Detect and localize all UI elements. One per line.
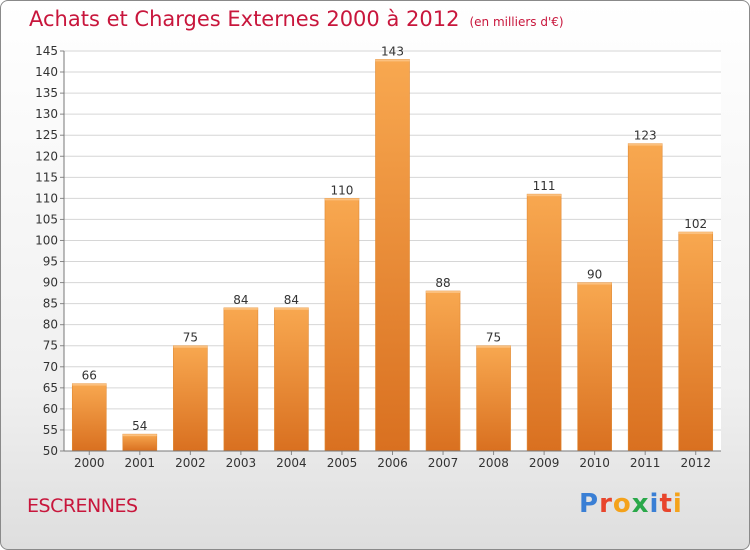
y-tick-label: 90 <box>43 276 58 290</box>
bar-value-label: 102 <box>684 217 707 231</box>
bar-value-label: 75 <box>183 331 198 345</box>
y-tick-label: 140 <box>35 65 58 79</box>
y-tick-label: 50 <box>43 444 58 458</box>
y-tick-label: 95 <box>43 255 58 269</box>
bar-highlight <box>122 434 157 437</box>
x-tick-label: 2007 <box>428 456 459 470</box>
bar <box>71 383 107 452</box>
bar-value-label: 143 <box>381 44 404 58</box>
proxiti-logo[interactable]: Proxiti <box>579 489 683 519</box>
bar-highlight <box>324 198 359 201</box>
y-tick-label: 75 <box>43 339 58 353</box>
x-tick-label: 2005 <box>327 456 358 470</box>
bar-highlight <box>274 307 309 310</box>
bar <box>476 345 511 452</box>
bar-value-label: 84 <box>233 293 248 307</box>
bar <box>526 193 562 452</box>
bar-highlight <box>72 383 107 386</box>
y-tick-label: 110 <box>35 191 58 205</box>
x-tick-label: 2006 <box>377 456 408 470</box>
y-tick-label: 135 <box>35 86 58 100</box>
bar-value-label: 88 <box>435 276 450 290</box>
bar-value-label: 66 <box>82 369 97 383</box>
x-tick-label: 2008 <box>478 456 509 470</box>
bar <box>577 282 612 452</box>
x-tick-label: 2010 <box>579 456 610 470</box>
chart-unit: (en milliers d'€) <box>469 15 564 29</box>
y-tick-label: 145 <box>35 44 58 58</box>
commune-name: ESCRENNES <box>27 495 138 517</box>
bar-value-label: 90 <box>587 268 602 282</box>
logo-letter: x <box>631 489 650 519</box>
bar-highlight <box>577 282 612 285</box>
logo-letter: o <box>612 489 632 519</box>
y-tick-label: 130 <box>35 107 58 121</box>
bar-highlight <box>223 307 258 310</box>
bar-highlight <box>476 345 511 348</box>
chart-title: Achats et Charges Externes 2000 à 2012 (e… <box>29 7 564 31</box>
y-tick-label: 100 <box>35 233 58 247</box>
y-tick-label: 120 <box>35 149 58 163</box>
bar-value-label: 123 <box>634 129 657 143</box>
x-tick-label: 2011 <box>630 456 661 470</box>
bar-highlight <box>628 143 663 146</box>
x-tick-label: 2009 <box>529 456 560 470</box>
bar-highlight <box>375 59 410 62</box>
logo-letter: P <box>579 489 600 519</box>
bar <box>274 307 309 452</box>
x-tick-label: 2000 <box>74 456 105 470</box>
bar <box>627 143 663 452</box>
logo-letter: r <box>599 489 613 519</box>
bar-value-label: 54 <box>132 419 147 433</box>
bar <box>375 59 410 452</box>
bar <box>425 290 461 452</box>
logo-letter: i <box>649 489 660 519</box>
x-tick-label: 2002 <box>175 456 206 470</box>
x-tick-label: 2012 <box>680 456 711 470</box>
bar-value-label: 111 <box>533 179 556 193</box>
x-tick-label: 2004 <box>276 456 307 470</box>
logo-letter: i <box>672 489 683 519</box>
bar <box>223 307 259 452</box>
bar-highlight <box>173 345 208 348</box>
bar-highlight <box>678 232 713 235</box>
y-tick-label: 85 <box>43 297 58 311</box>
y-tick-label: 105 <box>35 212 58 226</box>
bar-value-label: 110 <box>331 183 354 197</box>
x-tick-label: 2003 <box>226 456 257 470</box>
y-tick-label: 55 <box>43 423 58 437</box>
y-tick-label: 115 <box>35 170 58 184</box>
bar <box>122 433 158 452</box>
y-tick-label: 70 <box>43 360 58 374</box>
bars: 66 54 75 84 84 110 143 88 75 111 90 123 102 <box>71 44 714 452</box>
chart-title-text: Achats et Charges Externes 2000 à 2012 <box>29 7 460 31</box>
bar-value-label: 75 <box>486 331 501 345</box>
bar <box>678 231 714 452</box>
bar-value-label: 84 <box>284 293 299 307</box>
x-tick-label: 2001 <box>125 456 156 470</box>
y-tick-label: 125 <box>35 128 58 142</box>
y-tick-label: 80 <box>43 318 58 332</box>
logo-letter: t <box>659 489 673 519</box>
bar <box>173 345 208 452</box>
bar <box>324 198 360 452</box>
bar-highlight <box>426 291 461 293</box>
axes: 50 55 60 65 70 75 80 85 90 95 100 105 110 115 120 125 13… <box>35 44 721 470</box>
y-tick-label: 60 <box>43 402 58 416</box>
bar-highlight <box>527 194 562 197</box>
y-tick-label: 65 <box>43 381 58 395</box>
